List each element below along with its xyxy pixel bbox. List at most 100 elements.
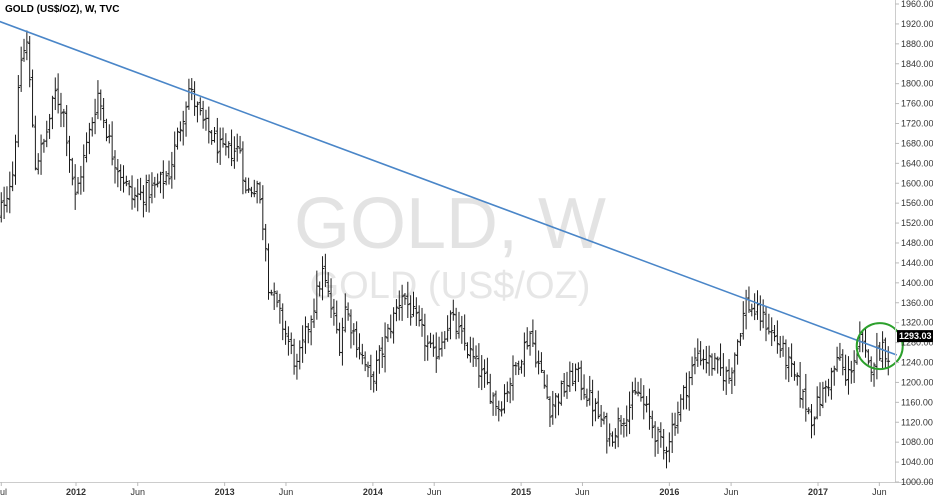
- ohlc-bar: [340, 317, 345, 366]
- y-tick-label: 1800.00: [901, 79, 933, 89]
- ohlc-bar: [437, 336, 441, 360]
- ohlc-bar: [641, 385, 646, 420]
- ohlc-bar: [229, 129, 234, 167]
- ohlc-bar: [570, 362, 575, 387]
- ohlc-bar: [252, 179, 257, 198]
- ohlc-bar: [377, 345, 382, 374]
- ohlc-bar: [786, 347, 791, 383]
- ohlc-bar: [408, 295, 413, 326]
- ohlc-bar: [16, 75, 21, 148]
- ohlc-bar: [19, 46, 23, 92]
- y-tick-label: 1760.00: [901, 99, 933, 109]
- y-tick-label: 1560.00: [901, 198, 933, 208]
- ohlc-bar: [346, 302, 350, 321]
- x-axis[interactable]: Jul 2012 Jun 2013 Jun 2014 Jun 2015 Jun 2016 Jun 20…: [0, 482, 887, 497]
- ohlc-bar: [778, 335, 783, 358]
- ohlc-bar: [661, 428, 666, 460]
- ohlc-bar: [750, 303, 754, 317]
- ohlc-bar: [843, 354, 848, 386]
- ohlc-bar: [172, 131, 177, 180]
- ohlc-bar: [113, 150, 117, 184]
- ohlc-bar: [81, 144, 86, 192]
- ohlc-bar: [178, 121, 183, 142]
- ohlc-bar: [272, 282, 276, 310]
- ohlc-bar: [519, 359, 524, 374]
- y-tick-label: 1000.00: [901, 477, 933, 487]
- ohlc-bar: [565, 371, 569, 399]
- ohlc-bar: [582, 374, 586, 400]
- y-tick-label: 1640.00: [901, 158, 933, 168]
- ohlc-bar: [727, 359, 731, 384]
- ohlc-bar: [266, 243, 271, 300]
- x-tick-label: 2016: [659, 487, 679, 497]
- ohlc-bar: [710, 353, 714, 376]
- ohlc-bar: [383, 322, 387, 373]
- ohlc-bar: [107, 124, 112, 144]
- ohlc-bar: [152, 176, 157, 198]
- ohlc-bar: [772, 325, 777, 342]
- ohlc-bar: [121, 165, 126, 193]
- ohlc-bars: [0, 30, 891, 469]
- ohlc-bar: [525, 327, 530, 350]
- y-tick-label: 1840.00: [901, 59, 933, 69]
- ohlc-bar: [374, 350, 379, 391]
- ohlc-bar: [161, 160, 166, 199]
- ohlc-bar: [784, 339, 788, 380]
- ohlc-bar: [647, 388, 652, 430]
- ohlc-bar: [380, 336, 385, 369]
- ohlc-bar: [602, 411, 606, 425]
- ohlc-bar: [460, 315, 464, 344]
- ohlc-bar: [698, 341, 703, 366]
- ohlc-bar: [482, 359, 487, 388]
- ohlc-bar: [258, 181, 262, 204]
- ohlc-bar: [212, 126, 217, 143]
- ohlc-bar: [238, 135, 242, 154]
- ohlc-bar: [431, 334, 436, 357]
- ohlc-bar: [738, 332, 743, 346]
- ohlc-bar: [434, 332, 439, 373]
- ohlc-bar: [872, 362, 876, 387]
- y-tick-label: 1680.00: [901, 138, 933, 148]
- highlight-circle[interactable]: [855, 322, 904, 371]
- ohlc-bar: [127, 180, 132, 196]
- ohlc-bar: [343, 293, 348, 333]
- ohlc-bar: [5, 186, 9, 213]
- ohlc-bar: [505, 381, 510, 403]
- ohlc-bar: [278, 293, 282, 324]
- ohlc-bar: [207, 106, 211, 144]
- ohlc-bar: [730, 367, 734, 395]
- ohlc-bar: [678, 394, 683, 422]
- y-axis[interactable]: 1960.00 1920.00 1880.00 1840.00 1800.00 1760.…: [895, 0, 933, 487]
- ohlc-bar: [428, 332, 433, 348]
- ohlc-bar: [141, 185, 146, 218]
- ohlc-bar: [832, 365, 837, 386]
- watermark-symbol: GOLD, W: [294, 184, 606, 264]
- trendline[interactable]: [0, 19, 898, 356]
- ohlc-bar: [775, 320, 780, 354]
- ohlc-bar: [707, 345, 711, 376]
- ohlc-bar: [528, 330, 532, 356]
- ohlc-bar: [767, 313, 771, 335]
- ohlc-bar: [366, 361, 370, 378]
- ohlc-bar: [209, 129, 214, 145]
- ohlc-bar: [673, 412, 677, 436]
- ohlc-bar: [241, 141, 245, 195]
- x-tick-label: Jun: [575, 487, 590, 497]
- ohlc-bar: [0, 192, 4, 223]
- ohlc-bar: [27, 35, 32, 88]
- ohlc-bar: [877, 341, 882, 361]
- ohlc-bar: [323, 253, 328, 287]
- ohlc-bar: [838, 342, 842, 361]
- ohlc-bar: [289, 332, 294, 355]
- ohlc-bar: [235, 133, 240, 162]
- ohlc-bar: [619, 415, 623, 435]
- ohlc-bar: [744, 289, 748, 330]
- ohlc-bar: [829, 367, 834, 400]
- ohlc-bar: [397, 290, 402, 321]
- ohlc-bar: [104, 118, 109, 142]
- ohlc-bar: [818, 382, 822, 417]
- x-tick-label: Jun: [427, 487, 442, 497]
- ohlc-bar: [667, 432, 672, 463]
- ohlc-bar: [596, 390, 601, 419]
